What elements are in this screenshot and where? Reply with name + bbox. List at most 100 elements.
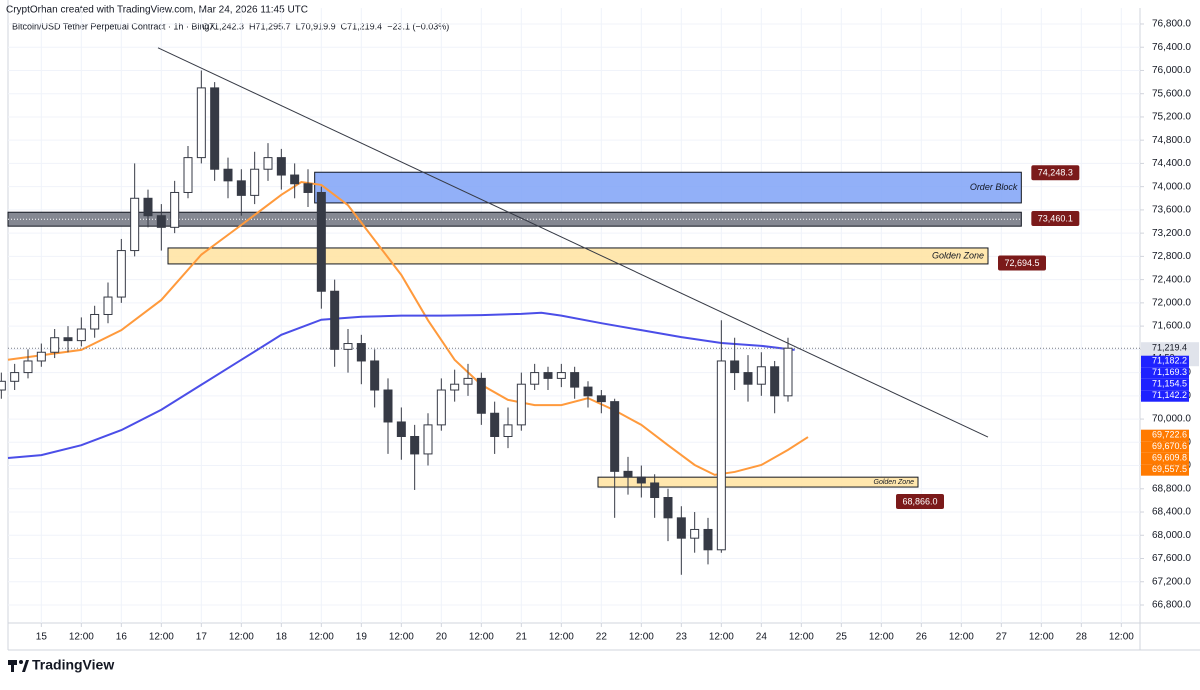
zone-label: Order Block xyxy=(970,182,1018,192)
candle-body xyxy=(103,296,113,315)
x-tick-label: 12:00 xyxy=(549,632,574,643)
candle-body xyxy=(130,197,140,252)
y-tick-label: 76,400.0 xyxy=(1152,42,1191,53)
ohlc-value: H71,295.7 xyxy=(249,21,291,31)
y-tick-label: 72,800.0 xyxy=(1152,251,1191,262)
y-tick-label: 67,600.0 xyxy=(1152,553,1191,564)
x-tick-label: 12:00 xyxy=(949,632,974,643)
y-tick-label: 76,000.0 xyxy=(1152,65,1191,76)
trendline xyxy=(157,47,989,438)
candle-body xyxy=(543,372,553,379)
y-tick-label: 67,200.0 xyxy=(1152,576,1191,587)
y-tick-label: 68,000.0 xyxy=(1152,530,1191,541)
x-tick-label: 12:00 xyxy=(869,632,894,643)
candle-body xyxy=(343,343,353,350)
candle-body xyxy=(90,313,100,330)
candle-body xyxy=(436,389,446,426)
candle-body xyxy=(10,372,20,382)
logo-mark xyxy=(22,660,29,672)
candle-body xyxy=(76,328,86,342)
candle-body xyxy=(63,337,73,342)
x-tick-label: 18 xyxy=(276,632,288,643)
x-tick-label: 28 xyxy=(1076,632,1088,643)
zone-label: Golden Zone xyxy=(874,479,915,486)
candle-body xyxy=(396,421,406,437)
x-tick-label: 25 xyxy=(836,632,848,643)
candle-body xyxy=(476,377,486,414)
candle-body xyxy=(743,372,753,385)
y-tick-label: 73,600.0 xyxy=(1152,205,1191,216)
last-price-label: 71,219.4 xyxy=(1152,343,1187,353)
y-tick-label: 74,000.0 xyxy=(1152,181,1191,192)
axes: 66,800.0 67,200.0 67,600.0 68,000.0 68,400.0… xyxy=(36,19,1199,643)
indicator-tag xyxy=(1141,367,1189,379)
candle-body xyxy=(196,87,206,159)
y-tick-label: 72,000.0 xyxy=(1152,298,1191,309)
symbol: Bitcoin/USD Tether Perpetual Contract · … xyxy=(12,21,215,31)
attribution: CryptOrhan created with TradingView.com,… xyxy=(6,5,308,16)
x-tick-label: 19 xyxy=(356,632,368,643)
x-tick-label: 15 xyxy=(36,632,48,643)
x-tick-label: 12:00 xyxy=(1029,632,1054,643)
candle-body xyxy=(570,372,580,388)
logo-mark xyxy=(11,660,14,672)
x-tick-label: 22 xyxy=(596,632,608,643)
y-tick-label: 72,400.0 xyxy=(1152,274,1191,285)
candle-body xyxy=(423,424,433,455)
candle-body xyxy=(383,389,393,423)
indicator-tag xyxy=(1141,378,1189,391)
candle-body xyxy=(223,168,233,182)
candles xyxy=(0,70,793,575)
y-tick-label: 74,400.0 xyxy=(1152,158,1191,169)
candle-body xyxy=(650,482,660,499)
candle-body xyxy=(716,360,726,551)
indicator-tag-label: 71,142.2 xyxy=(1152,390,1187,400)
x-tick-label: 12:00 xyxy=(629,632,654,643)
candle-body xyxy=(690,528,700,539)
x-tick-label: 12:00 xyxy=(229,632,254,643)
zone xyxy=(167,247,989,265)
y-tick-label: 68,800.0 xyxy=(1152,483,1191,494)
candle-body xyxy=(370,360,380,391)
indicator-tag xyxy=(1141,429,1189,442)
y-tick-label: 70,000.0 xyxy=(1152,414,1191,425)
candle-body xyxy=(530,372,540,385)
indicator-tag xyxy=(1141,464,1189,476)
candle-body xyxy=(463,377,473,385)
x-tick-label: 20 xyxy=(436,632,448,643)
ohlc-value: −23.1 (−0.03%) xyxy=(387,21,449,31)
candle-body xyxy=(330,290,340,350)
indicator-tag-label: 69,609.8 xyxy=(1152,453,1187,463)
candle-body xyxy=(36,351,46,362)
x-tick-label: 16 xyxy=(116,632,128,643)
candle-body xyxy=(143,197,153,217)
candle-body xyxy=(503,424,513,437)
x-tick-label: 23 xyxy=(676,632,688,643)
y-tick-label: 71,600.0 xyxy=(1152,321,1191,332)
candle-body xyxy=(236,180,246,196)
candle-body xyxy=(183,157,193,193)
x-tick-label: 12:00 xyxy=(389,632,414,643)
candle-body xyxy=(0,380,6,391)
candle-body xyxy=(450,383,460,391)
x-tick-label: 12:00 xyxy=(1109,632,1134,643)
indicator-tag-label: 69,722.6 xyxy=(1152,430,1187,440)
zone xyxy=(597,476,919,488)
indicator-tag xyxy=(1141,355,1189,368)
candle-body xyxy=(756,366,766,385)
candle-body xyxy=(730,360,740,374)
y-tick-label: 76,800.0 xyxy=(1152,19,1191,30)
x-tick-label: 12:00 xyxy=(149,632,174,643)
indicator-tag-label: 71,169.3 xyxy=(1152,367,1187,377)
candle-body xyxy=(276,157,286,176)
candle-body xyxy=(116,250,126,298)
candle-body xyxy=(770,366,780,397)
candle-body xyxy=(50,337,60,353)
x-tick-label: 26 xyxy=(916,632,928,643)
candle-body xyxy=(703,528,713,551)
zone-price-label: 74,248.3 xyxy=(1038,168,1073,178)
y-tick-label: 75,600.0 xyxy=(1152,88,1191,99)
candle-body xyxy=(263,157,273,170)
candle-body xyxy=(623,470,633,478)
